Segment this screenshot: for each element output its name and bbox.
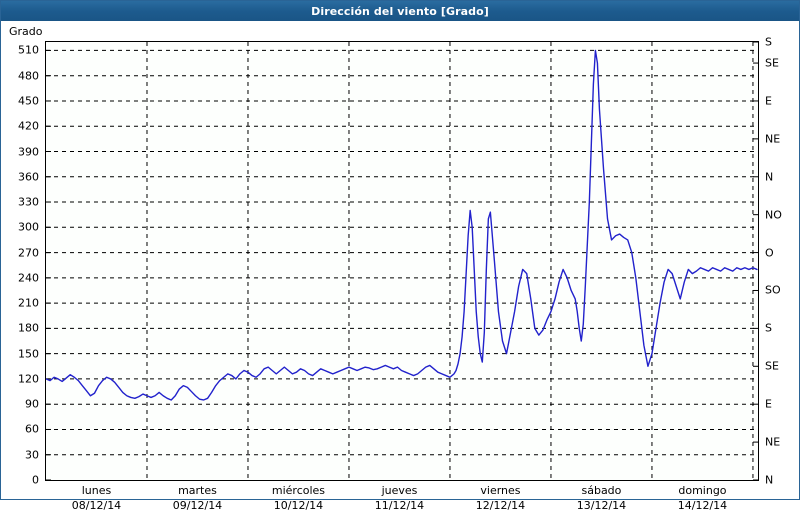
- y-axis-tick-label-left: 30: [25, 448, 39, 462]
- y-axis-tick-label-left: 510: [18, 43, 39, 57]
- x-axis-day-name: domingo: [678, 484, 727, 497]
- y-axis-tick-label-right: NE: [765, 132, 781, 146]
- y-axis-tick-label-left: 330: [18, 195, 39, 209]
- plot-region: [45, 41, 759, 481]
- x-axis-tick-label: domingo 14/12/14: [642, 484, 762, 513]
- y-axis-tick-label-left: 120: [18, 372, 39, 386]
- data-series-line: [46, 49, 758, 401]
- y-axis-tick-label-right: NE: [765, 435, 781, 449]
- y-axis-tick-label-left: 420: [18, 119, 39, 133]
- x-axis-day-name: miércoles: [271, 484, 326, 497]
- y-axis-tick-label-left: 240: [18, 271, 39, 285]
- x-axis-day-name: viernes: [480, 484, 521, 497]
- y-axis-tick-label-right: NO: [765, 208, 782, 222]
- window-title: Dirección del viento [Grado]: [311, 4, 489, 18]
- y-axis-tick-label-left: 60: [25, 422, 39, 436]
- y-axis-tick-label-right: SO: [765, 283, 781, 297]
- y-axis-tick-label-right: O: [765, 246, 774, 260]
- y-axis-tick-label-left: 210: [18, 296, 39, 310]
- y-axis-tick-label-left: 0: [32, 473, 39, 487]
- y-axis-tick-label-right: N: [765, 170, 774, 184]
- y-axis-tick-label-left: 270: [18, 246, 39, 260]
- y-axis-tick-label-right: N: [765, 473, 774, 487]
- y-axis-tick-label-left: 480: [18, 69, 39, 83]
- y-axis-tick-label-left: 300: [18, 220, 39, 234]
- chart-area: Grado 0 30 60 90 120 150 180 210 240 270 300 330 360…: [1, 22, 799, 512]
- y-axis-tick-label-left: 180: [18, 321, 39, 335]
- x-axis-day-name: martes: [178, 484, 217, 497]
- y-axis-tick-label-right: SE: [765, 56, 779, 70]
- y-axis-tick-label-right: SE: [765, 359, 779, 373]
- y-axis-tick-label-left: 390: [18, 145, 39, 158]
- window-title-bar: Dirección del viento [Grado]: [1, 1, 799, 21]
- y-axis-tick-label-left: 90: [25, 397, 39, 411]
- y-axis-tick-label-right: S: [765, 35, 772, 49]
- y-axis-tick-label-left: 360: [18, 170, 39, 184]
- y-axis-tick-label-left: 450: [18, 94, 39, 108]
- plot-svg: [46, 42, 758, 480]
- y-axis-tick-label-right: E: [765, 397, 772, 411]
- x-axis-day-name: sábado: [581, 484, 622, 497]
- y-axis-tick-label-right: E: [765, 94, 772, 108]
- y-axis-tick-label-right: S: [765, 321, 772, 335]
- y-axis-tick-label-left: 150: [18, 347, 39, 361]
- y-axis-unit-label: Grado: [9, 25, 43, 38]
- x-axis-day-name: jueves: [381, 484, 418, 497]
- x-axis-day-date: 14/12/14: [677, 499, 728, 512]
- x-axis-day-name: lunes: [81, 484, 112, 497]
